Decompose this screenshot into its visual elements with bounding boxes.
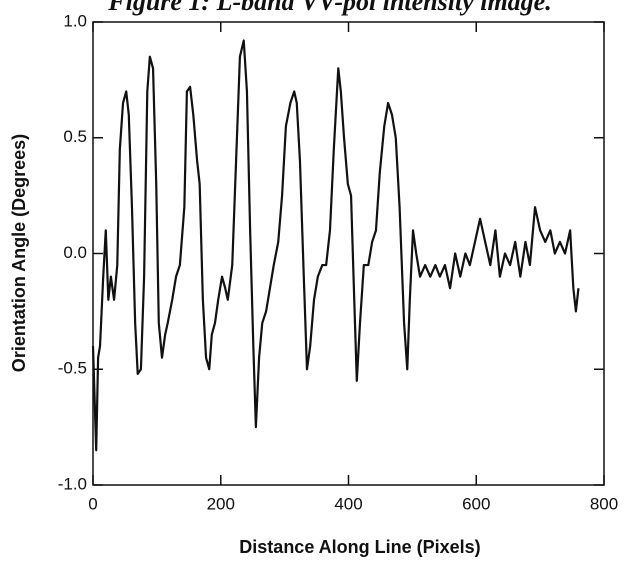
x-axis-title: Distance Along Line (Pixels)	[239, 537, 480, 557]
x-tick-label: 0	[88, 494, 97, 513]
chart-title: Figure 1: L-band VV-pol intensity image.	[107, 0, 551, 16]
y-tick-label: 1.0	[63, 11, 87, 30]
x-tick-label: 400	[334, 494, 362, 513]
x-tick-label: 200	[207, 494, 235, 513]
y-axis-title: Orientation Angle (Degrees)	[9, 134, 29, 372]
y-tick-label: -0.5	[58, 359, 87, 378]
y-tick-label: 0.0	[63, 243, 87, 262]
y-tick-label: -1.0	[58, 474, 87, 493]
x-tick-label: 600	[462, 494, 490, 513]
x-tick-label: 800	[590, 494, 618, 513]
data-line	[91, 39, 580, 452]
y-tick-label: 0.5	[63, 127, 87, 146]
